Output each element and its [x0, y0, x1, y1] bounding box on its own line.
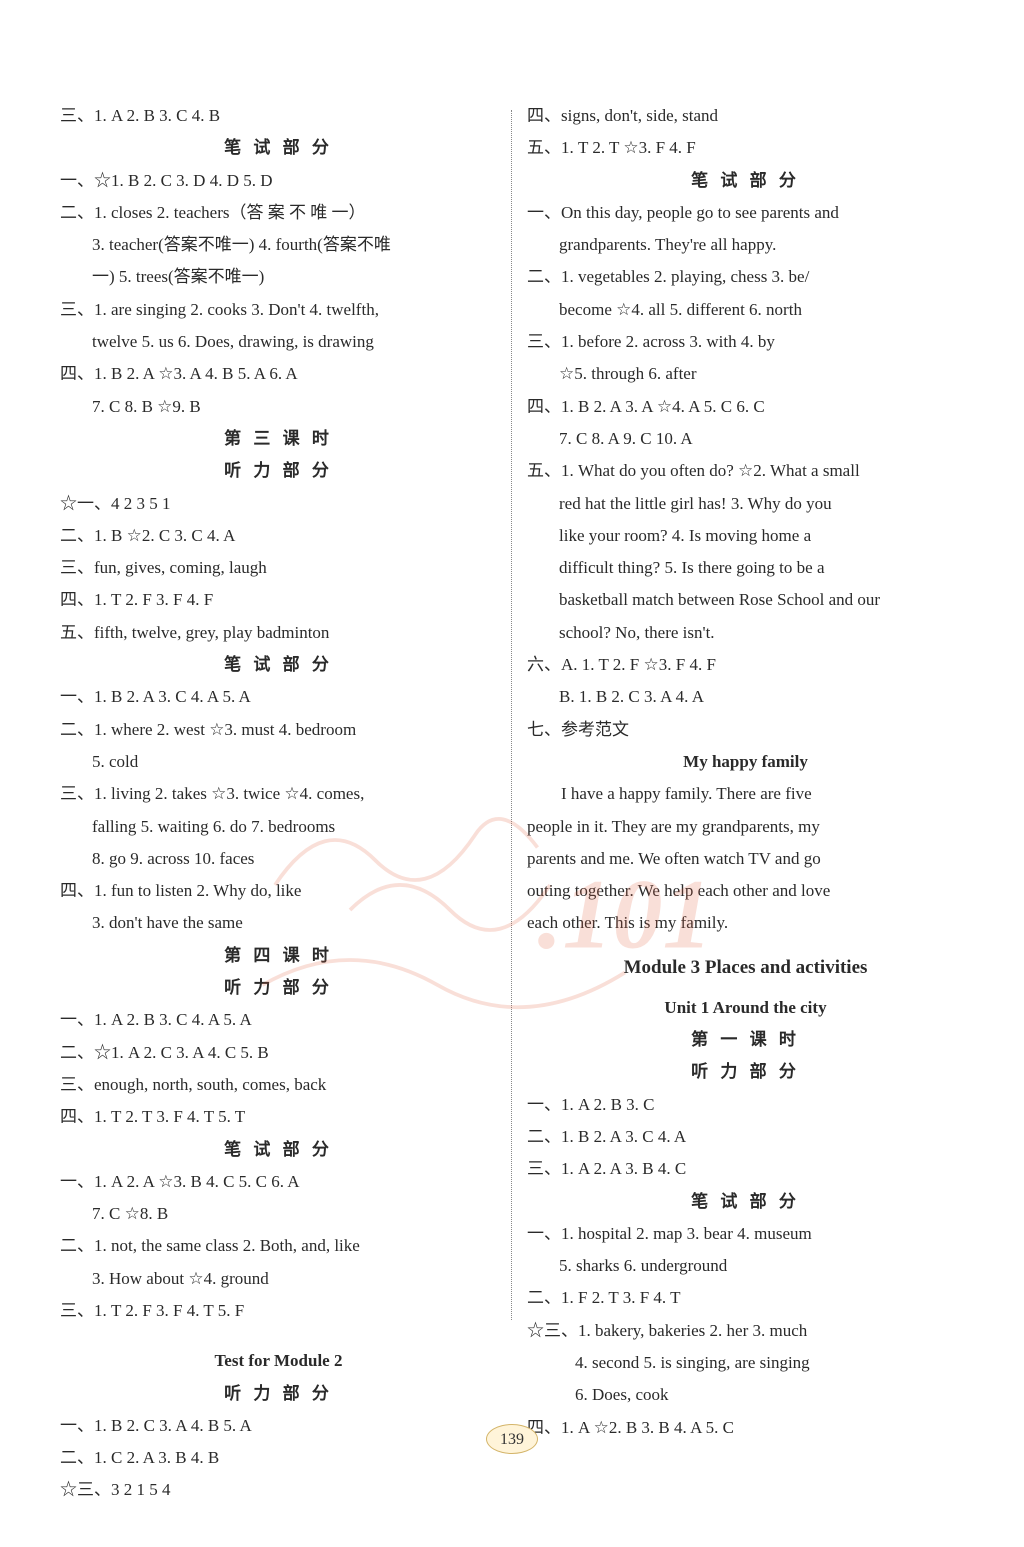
answer-line: ☆三、3 2 1 5 4 — [60, 1474, 497, 1506]
lesson-heading: 第 四 课 时 — [60, 940, 497, 972]
spacer — [60, 1327, 497, 1345]
essay-line: I have a happy family. There are five — [527, 778, 964, 810]
column-divider — [511, 110, 512, 1320]
answer-line: 三、1. A 2. A 3. B 4. C — [527, 1153, 964, 1185]
module-heading: Module 3 Places and activities — [527, 940, 964, 986]
answer-line: 三、1. A 2. B 3. C 4. B — [60, 100, 497, 132]
answer-line: 一、1. A 2. B 3. C 4. A 5. A — [60, 1004, 497, 1036]
answer-line: grandparents. They're all happy. — [527, 229, 964, 261]
right-column: 四、signs, don't, side, stand 五、1. T 2. T … — [527, 100, 964, 1507]
answer-line: 三、1. living 2. takes ☆3. twice ☆4. comes… — [60, 778, 497, 810]
answer-line: 5. sharks 6. underground — [527, 1250, 964, 1282]
lesson-heading: 第 一 课 时 — [527, 1024, 964, 1056]
answer-line: B. 1. B 2. C 3. A 4. A — [527, 681, 964, 713]
answer-line: 一、1. hospital 2. map 3. bear 4. museum — [527, 1218, 964, 1250]
answer-line: 3. How about ☆4. ground — [60, 1263, 497, 1295]
answer-line: become ☆4. all 5. different 6. north — [527, 294, 964, 326]
answer-line: 二、1. vegetables 2. playing, chess 3. be/ — [527, 261, 964, 293]
answer-line: 7. C 8. A 9. C 10. A — [527, 423, 964, 455]
essay-line: people in it. They are my grandparents, … — [527, 811, 964, 843]
answer-line: 四、1. T 2. T 3. F 4. T 5. T — [60, 1101, 497, 1133]
answer-line: 一、1. A 2. B 3. C — [527, 1089, 964, 1121]
answer-line: 三、fun, gives, coming, laugh — [60, 552, 497, 584]
answer-line: 一、1. B 2. A 3. C 4. A 5. A — [60, 681, 497, 713]
answer-line: twelve 5. us 6. Does, drawing, is drawin… — [60, 326, 497, 358]
answer-line: 二、1. B 2. A 3. C 4. A — [527, 1121, 964, 1153]
section-heading: 笔 试 部 分 — [527, 1186, 964, 1218]
answer-line: 一、☆1. B 2. C 3. D 4. D 5. D — [60, 165, 497, 197]
answer-line: basketball match between Rose School and… — [527, 584, 964, 616]
section-heading: 听 力 部 分 — [60, 455, 497, 487]
answer-line: 四、1. T 2. F 3. F 4. F — [60, 584, 497, 616]
answer-line: 五、1. What do you often do? ☆2. What a sm… — [527, 455, 964, 487]
answer-line: 七、参考范文 — [527, 714, 964, 746]
answer-line: 五、fifth, twelve, grey, play badminton — [60, 617, 497, 649]
unit-heading: Unit 1 Around the city — [527, 992, 964, 1024]
answer-line: 3. don't have the same — [60, 907, 497, 939]
answer-line: 一) 5. trees(答案不唯一) — [60, 261, 497, 293]
section-heading: 听 力 部 分 — [527, 1056, 964, 1088]
essay-title: My happy family — [527, 746, 964, 778]
answer-line: 4. second 5. is singing, are singing — [527, 1347, 964, 1379]
answer-line: 三、1. before 2. across 3. with 4. by — [527, 326, 964, 358]
section-heading: 笔 试 部 分 — [527, 165, 964, 197]
answer-line: 7. C ☆8. B — [60, 1198, 497, 1230]
section-heading: 听 力 部 分 — [60, 972, 497, 1004]
answer-line: like your room? 4. Is moving home a — [527, 520, 964, 552]
answer-line: 二、1. where 2. west ☆3. must 4. bedroom — [60, 714, 497, 746]
section-heading: 笔 试 部 分 — [60, 132, 497, 164]
answer-line: 8. go 9. across 10. faces — [60, 843, 497, 875]
answer-line: school? No, there isn't. — [527, 617, 964, 649]
answer-line: ☆一、4 2 3 5 1 — [60, 488, 497, 520]
section-heading: 笔 试 部 分 — [60, 1134, 497, 1166]
answer-line: 六、A. 1. T 2. F ☆3. F 4. F — [527, 649, 964, 681]
answer-line: 四、1. B 2. A ☆3. A 4. B 5. A 6. A — [60, 358, 497, 390]
answer-line: 三、enough, north, south, comes, back — [60, 1069, 497, 1101]
answer-line: difficult thing? 5. Is there going to be… — [527, 552, 964, 584]
answer-line: 二、1. F 2. T 3. F 4. T — [527, 1282, 964, 1314]
essay-line: each other. This is my family. — [527, 907, 964, 939]
answer-line: 五、1. T 2. T ☆3. F 4. F — [527, 132, 964, 164]
answer-line: 二、☆1. A 2. C 3. A 4. C 5. B — [60, 1037, 497, 1069]
section-heading: 听 力 部 分 — [60, 1378, 497, 1410]
answer-line: falling 5. waiting 6. do 7. bedrooms — [60, 811, 497, 843]
essay-line: outing together. We help each other and … — [527, 875, 964, 907]
answer-line: 3. teacher(答案不唯一) 4. fourth(答案不唯 — [60, 229, 497, 261]
answer-line: ☆5. through 6. after — [527, 358, 964, 390]
answer-line: ☆三、1. bakery, bakeries 2. her 3. much — [527, 1315, 964, 1347]
answer-line: 二、1. not, the same class 2. Both, and, l… — [60, 1230, 497, 1262]
answer-line: 三、1. T 2. F 3. F 4. T 5. F — [60, 1295, 497, 1327]
answer-line: 6. Does, cook — [527, 1379, 964, 1411]
answer-line: 四、1. B 2. A 3. A ☆4. A 5. C 6. C — [527, 391, 964, 423]
answer-line: 二、1. B ☆2. C 3. C 4. A — [60, 520, 497, 552]
answer-line: 5. cold — [60, 746, 497, 778]
answer-line: 二、1. closes 2. teachers（答 案 不 唯 一） — [60, 197, 497, 229]
essay-line: parents and me. We often watch TV and go — [527, 843, 964, 875]
left-column: 三、1. A 2. B 3. C 4. B 笔 试 部 分 一、☆1. B 2.… — [60, 100, 497, 1507]
answer-line: 一、1. A 2. A ☆3. B 4. C 5. C 6. A — [60, 1166, 497, 1198]
lesson-heading: 第 三 课 时 — [60, 423, 497, 455]
answer-line: 三、1. are singing 2. cooks 3. Don't 4. tw… — [60, 294, 497, 326]
answer-line: 四、signs, don't, side, stand — [527, 100, 964, 132]
answer-line: 一、On this day, people go to see parents … — [527, 197, 964, 229]
test-heading: Test for Module 2 — [60, 1345, 497, 1377]
answer-line: red hat the little girl has! 3. Why do y… — [527, 488, 964, 520]
page-number: 139 — [486, 1424, 538, 1454]
page-container: 三、1. A 2. B 3. C 4. B 笔 试 部 分 一、☆1. B 2.… — [0, 0, 1024, 1547]
answer-line: 四、1. fun to listen 2. Why do, like — [60, 875, 497, 907]
page-number-container: 139 — [0, 1424, 1024, 1454]
section-heading: 笔 试 部 分 — [60, 649, 497, 681]
answer-line: 7. C 8. B ☆9. B — [60, 391, 497, 423]
